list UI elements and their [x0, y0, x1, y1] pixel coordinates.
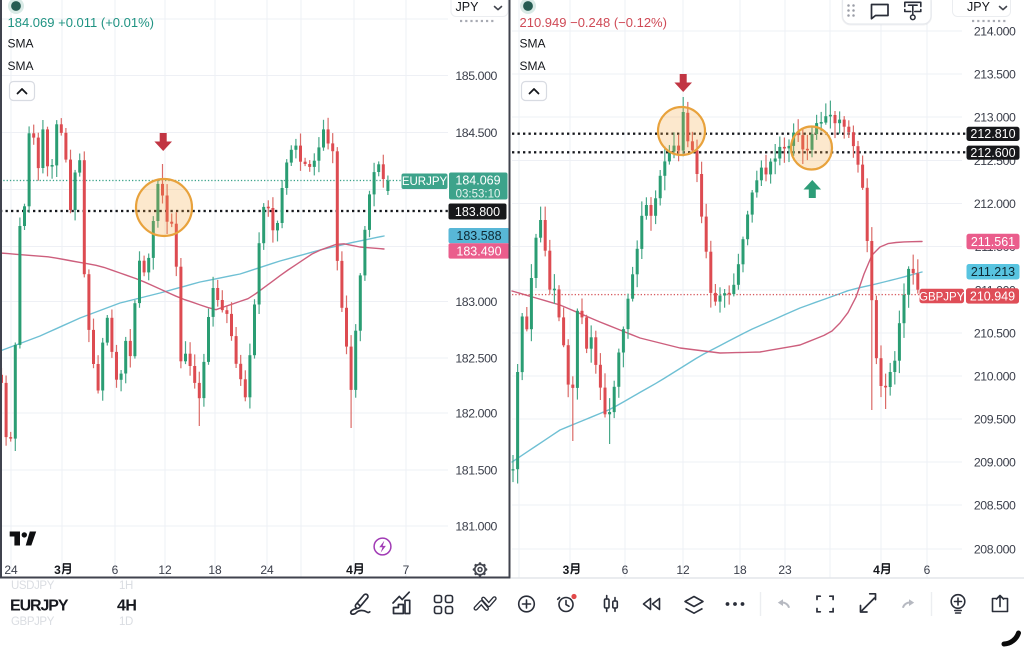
svg-text:183.490: 183.490: [456, 244, 501, 258]
svg-text:209.000: 209.000: [974, 456, 1016, 470]
svg-text:18: 18: [208, 563, 222, 577]
svg-text:208.000: 208.000: [974, 543, 1016, 557]
svg-text:SMA: SMA: [520, 37, 546, 51]
svg-text:181.000: 181.000: [455, 520, 497, 534]
svg-text:185.000: 185.000: [455, 69, 497, 83]
svg-text:EURJPY: EURJPY: [10, 598, 69, 615]
svg-text:184.069 +0.011 (+0.01%): 184.069 +0.011 (+0.01%): [8, 15, 155, 30]
svg-text:212.000: 212.000: [974, 197, 1016, 211]
svg-text:4: 4: [873, 563, 880, 577]
svg-text:24: 24: [4, 563, 18, 577]
svg-text:GBPJPY: GBPJPY: [11, 616, 55, 628]
svg-text:3: 3: [563, 563, 570, 577]
svg-text:18: 18: [733, 563, 747, 577]
svg-text:212.600: 212.600: [970, 146, 1015, 160]
svg-text:211.213: 211.213: [971, 265, 1015, 279]
svg-text:213.000: 213.000: [974, 111, 1016, 125]
svg-text:EURJPY: EURJPY: [402, 176, 448, 188]
svg-text:03:53:10: 03:53:10: [456, 189, 501, 201]
svg-text:184.500: 184.500: [455, 126, 497, 140]
svg-text:1D: 1D: [119, 616, 133, 628]
svg-text:182.000: 182.000: [455, 407, 497, 421]
svg-text:183.000: 183.000: [455, 295, 497, 309]
svg-text:JPY: JPY: [456, 0, 480, 14]
svg-text:210.000: 210.000: [974, 370, 1016, 384]
svg-text:6: 6: [924, 563, 931, 577]
svg-text:3: 3: [54, 563, 61, 577]
svg-text:GBPJPY: GBPJPY: [919, 291, 965, 303]
svg-text:SMA: SMA: [8, 37, 34, 51]
svg-text:210.949: 210.949: [970, 289, 1015, 303]
svg-text:183.588: 183.588: [456, 229, 501, 243]
svg-text:6: 6: [622, 563, 629, 577]
svg-text:4: 4: [346, 563, 353, 577]
svg-text:7: 7: [403, 563, 410, 577]
svg-text:23: 23: [778, 563, 792, 577]
svg-text:181.500: 181.500: [455, 464, 497, 478]
svg-text:4H: 4H: [117, 598, 136, 615]
svg-text:210.500: 210.500: [974, 327, 1016, 341]
svg-text:SMA: SMA: [520, 59, 546, 73]
svg-text:12: 12: [676, 563, 690, 577]
svg-text:24: 24: [260, 563, 274, 577]
svg-text:1H: 1H: [119, 580, 133, 592]
svg-text:183.800: 183.800: [455, 205, 500, 219]
svg-text:209.500: 209.500: [974, 413, 1016, 427]
svg-text:JPY: JPY: [967, 0, 991, 14]
svg-text:12: 12: [158, 563, 172, 577]
svg-text:6: 6: [112, 563, 119, 577]
svg-text:213.500: 213.500: [974, 68, 1016, 82]
svg-text:212.810: 212.810: [970, 127, 1015, 141]
svg-text:208.500: 208.500: [974, 499, 1016, 513]
svg-text:210.949 −0.248 (−0.12%): 210.949 −0.248 (−0.12%): [520, 15, 667, 30]
svg-text:184.069: 184.069: [455, 174, 500, 188]
svg-text:182.500: 182.500: [455, 352, 497, 366]
svg-text:SMA: SMA: [8, 59, 34, 73]
svg-text:USDJPY: USDJPY: [11, 580, 55, 592]
svg-text:211.561: 211.561: [971, 235, 1015, 249]
svg-text:214.000: 214.000: [974, 25, 1016, 39]
